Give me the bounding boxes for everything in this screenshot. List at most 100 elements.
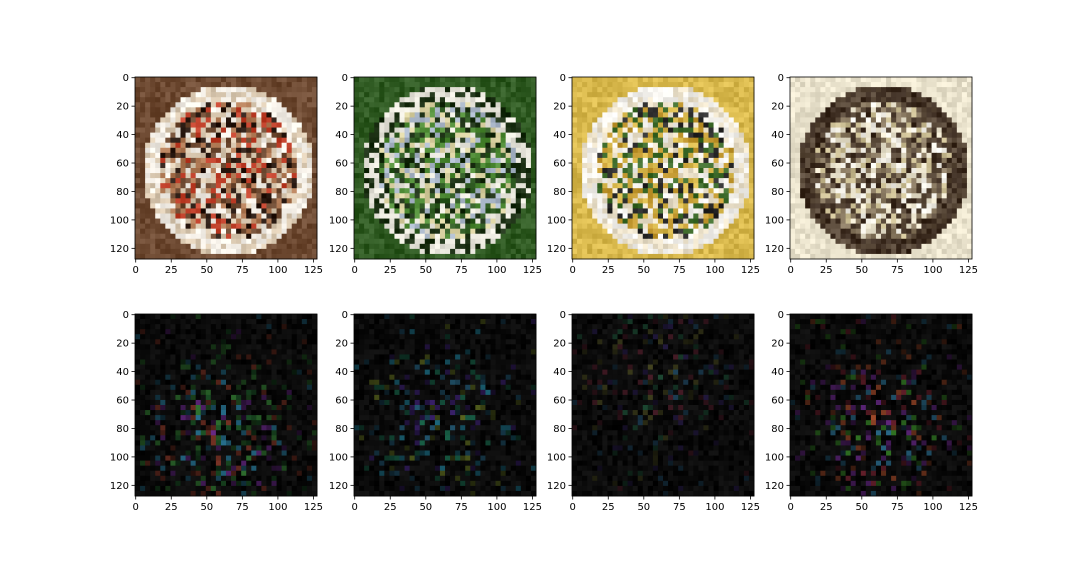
x-tick-label: 25: [820, 502, 833, 513]
image-panel-4: 0 25 50 75 100 125 0 20 40 60 80 100 120: [765, 73, 978, 276]
x-tick-label: 75: [236, 265, 249, 276]
x-tick-label: 125: [304, 502, 323, 513]
y-tick-label: 20: [116, 102, 129, 113]
x-tick-label: 100: [705, 502, 724, 513]
x-tick-label: 75: [673, 265, 686, 276]
axes-frame: [134, 76, 318, 260]
y-tick-label: 80: [771, 424, 784, 435]
y-tick-label: 60: [771, 159, 784, 170]
axes-frame: [571, 76, 755, 260]
x-tick-label: 0: [788, 502, 794, 513]
x-tick-label: 50: [855, 502, 868, 513]
x-tick-label: 100: [268, 502, 287, 513]
y-tick-label: 40: [335, 367, 348, 378]
image-panel-8: 0 25 50 75 100 125 0 20 40 60 80 100 120: [765, 310, 978, 513]
y-tick-label: 0: [560, 73, 566, 84]
x-tick-label: 25: [384, 502, 397, 513]
y-tick-label: 100: [547, 215, 566, 226]
x-tick-label: 100: [487, 502, 506, 513]
y-tick-label: 20: [771, 339, 784, 350]
x-tick-label: 75: [455, 265, 468, 276]
x-tick-label: 0: [570, 265, 576, 276]
x-tick-label: 100: [487, 265, 506, 276]
y-tick-label: 80: [335, 187, 348, 198]
x-tick-label: 50: [200, 502, 213, 513]
image-pixels: [790, 77, 973, 260]
x-tick-label: 125: [959, 265, 978, 276]
y-tick-label: 40: [771, 367, 784, 378]
y-tick-label: 0: [342, 310, 348, 321]
y-tick-label: 80: [116, 424, 129, 435]
axes-frame: [789, 76, 973, 260]
x-tick-label: 100: [923, 265, 942, 276]
image-pixels: [572, 77, 755, 260]
y-tick-label: 100: [329, 215, 348, 226]
y-tick-label: 80: [116, 187, 129, 198]
y-tick-label: 100: [110, 452, 129, 463]
image-pixels: [135, 77, 318, 260]
y-tick-label: 0: [342, 73, 348, 84]
image-pixels: [572, 314, 755, 497]
x-tick-label: 25: [165, 265, 178, 276]
x-tick-label: 25: [602, 502, 615, 513]
x-tick-label: 75: [891, 265, 904, 276]
x-tick-label: 100: [923, 502, 942, 513]
y-tick-label: 40: [116, 367, 129, 378]
image-panel-2: 0 25 50 75 100 125 0 20 40 60 80 100 120: [329, 73, 542, 276]
x-tick-label: 75: [236, 502, 249, 513]
y-tick-label: 120: [329, 481, 348, 492]
y-tick-label: 100: [329, 452, 348, 463]
y-tick-label: 0: [123, 73, 129, 84]
y-tick-label: 120: [765, 244, 784, 255]
x-tick-label: 0: [133, 502, 139, 513]
y-tick-label: 40: [553, 130, 566, 141]
x-tick-label: 50: [419, 265, 432, 276]
y-tick-label: 20: [771, 102, 784, 113]
image-pixels: [790, 314, 973, 497]
y-tick-label: 60: [771, 396, 784, 407]
y-tick-label: 20: [335, 339, 348, 350]
y-tick-label: 120: [765, 481, 784, 492]
axes-frame: [353, 313, 537, 497]
y-tick-label: 120: [547, 481, 566, 492]
x-tick-label: 100: [268, 265, 287, 276]
x-tick-label: 25: [384, 265, 397, 276]
x-tick-label: 0: [133, 265, 139, 276]
y-tick-label: 0: [123, 310, 129, 321]
axes-frame: [134, 313, 318, 497]
y-tick-label: 0: [560, 310, 566, 321]
y-tick-label: 120: [110, 481, 129, 492]
x-tick-label: 0: [352, 265, 358, 276]
x-tick-label: 125: [304, 265, 323, 276]
image-pixels: [135, 314, 318, 497]
axes-frame: [353, 76, 537, 260]
image-panel-7: 0 25 50 75 100 125 0 20 40 60 80 100 120: [547, 310, 760, 513]
y-tick-label: 60: [553, 396, 566, 407]
y-tick-label: 60: [116, 159, 129, 170]
y-tick-label: 20: [116, 339, 129, 350]
x-tick-label: 125: [523, 502, 542, 513]
y-tick-label: 100: [765, 452, 784, 463]
y-tick-label: 60: [335, 396, 348, 407]
x-tick-label: 125: [741, 502, 760, 513]
x-tick-label: 125: [523, 265, 542, 276]
x-tick-label: 125: [959, 502, 978, 513]
x-tick-label: 50: [637, 502, 650, 513]
y-tick-label: 80: [553, 424, 566, 435]
x-tick-label: 75: [891, 502, 904, 513]
y-tick-label: 40: [116, 130, 129, 141]
y-tick-label: 120: [110, 244, 129, 255]
x-tick-label: 0: [570, 502, 576, 513]
y-tick-label: 40: [335, 130, 348, 141]
x-tick-label: 50: [200, 265, 213, 276]
image-pixels: [354, 314, 537, 497]
x-tick-label: 100: [705, 265, 724, 276]
x-tick-label: 75: [673, 502, 686, 513]
image-panel-6: 0 25 50 75 100 125 0 20 40 60 80 100 120: [329, 310, 542, 513]
y-tick-label: 20: [553, 102, 566, 113]
x-tick-label: 25: [602, 265, 615, 276]
image-panel-1: 0 25 50 75 100 125 0 20 40 60 80 100 120: [110, 73, 323, 276]
x-tick-label: 25: [820, 265, 833, 276]
x-tick-label: 125: [741, 265, 760, 276]
